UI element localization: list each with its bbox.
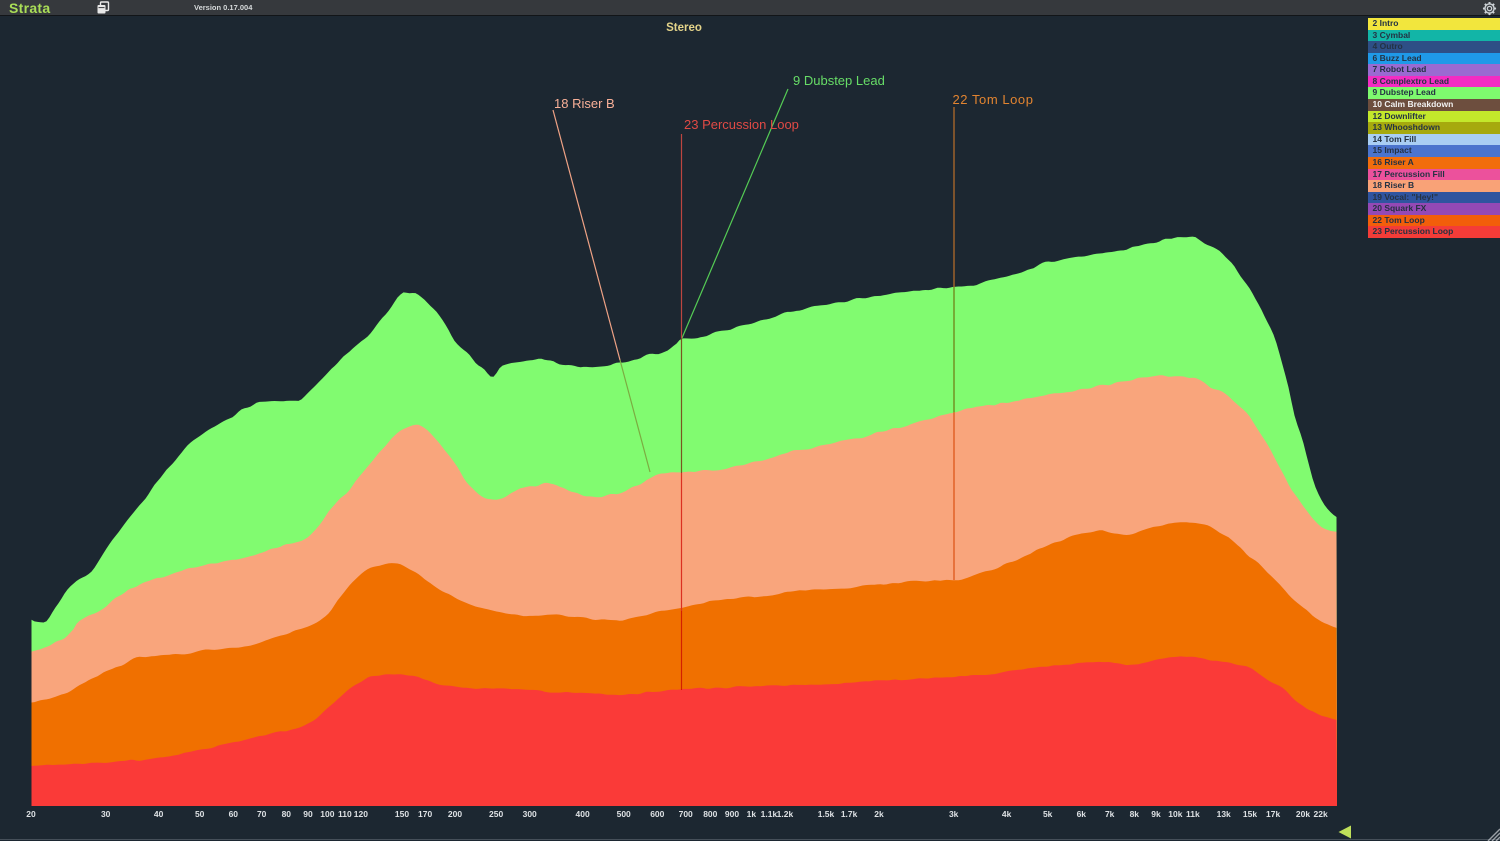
svg-text:170: 170	[418, 809, 432, 819]
svg-text:22k: 22k	[1314, 809, 1328, 819]
svg-text:18 Riser B: 18 Riser B	[554, 96, 615, 111]
svg-text:3k: 3k	[949, 809, 959, 819]
svg-text:1.2k: 1.2k	[777, 809, 794, 819]
svg-text:110: 110	[338, 809, 352, 819]
svg-text:1.1k: 1.1k	[761, 809, 778, 819]
svg-text:4k: 4k	[1002, 809, 1012, 819]
svg-text:400: 400	[576, 809, 590, 819]
svg-text:9 Dubstep Lead: 9 Dubstep Lead	[793, 73, 885, 88]
svg-text:11k: 11k	[1186, 809, 1200, 819]
svg-text:17k: 17k	[1266, 809, 1280, 819]
svg-text:20: 20	[26, 809, 36, 819]
svg-text:30: 30	[101, 809, 111, 819]
svg-text:50: 50	[195, 809, 205, 819]
svg-text:90: 90	[303, 809, 313, 819]
svg-text:1k: 1k	[747, 809, 757, 819]
svg-text:800: 800	[703, 809, 717, 819]
svg-text:10k: 10k	[1168, 809, 1182, 819]
svg-text:23 Percussion Loop: 23 Percussion Loop	[684, 117, 799, 132]
svg-text:500: 500	[617, 809, 631, 819]
svg-text:70: 70	[257, 809, 267, 819]
svg-text:2k: 2k	[874, 809, 884, 819]
svg-text:22 Tom Loop: 22 Tom Loop	[953, 92, 1034, 107]
svg-text:5k: 5k	[1043, 809, 1053, 819]
svg-text:20k: 20k	[1296, 809, 1310, 819]
svg-text:1.5k: 1.5k	[818, 809, 835, 819]
svg-text:6k: 6k	[1077, 809, 1087, 819]
svg-text:300: 300	[523, 809, 537, 819]
svg-text:15k: 15k	[1243, 809, 1257, 819]
svg-text:8k: 8k	[1130, 809, 1140, 819]
svg-text:150: 150	[395, 809, 409, 819]
svg-text:80: 80	[282, 809, 292, 819]
svg-text:600: 600	[650, 809, 664, 819]
svg-text:13k: 13k	[1217, 809, 1231, 819]
svg-text:7k: 7k	[1105, 809, 1115, 819]
svg-text:700: 700	[679, 809, 693, 819]
svg-text:9k: 9k	[1151, 809, 1161, 819]
svg-text:1.7k: 1.7k	[841, 809, 858, 819]
svg-text:40: 40	[154, 809, 164, 819]
svg-text:60: 60	[229, 809, 239, 819]
svg-text:200: 200	[448, 809, 462, 819]
svg-text:900: 900	[725, 809, 739, 819]
svg-text:120: 120	[354, 809, 368, 819]
svg-text:250: 250	[489, 809, 503, 819]
svg-text:100: 100	[320, 809, 334, 819]
